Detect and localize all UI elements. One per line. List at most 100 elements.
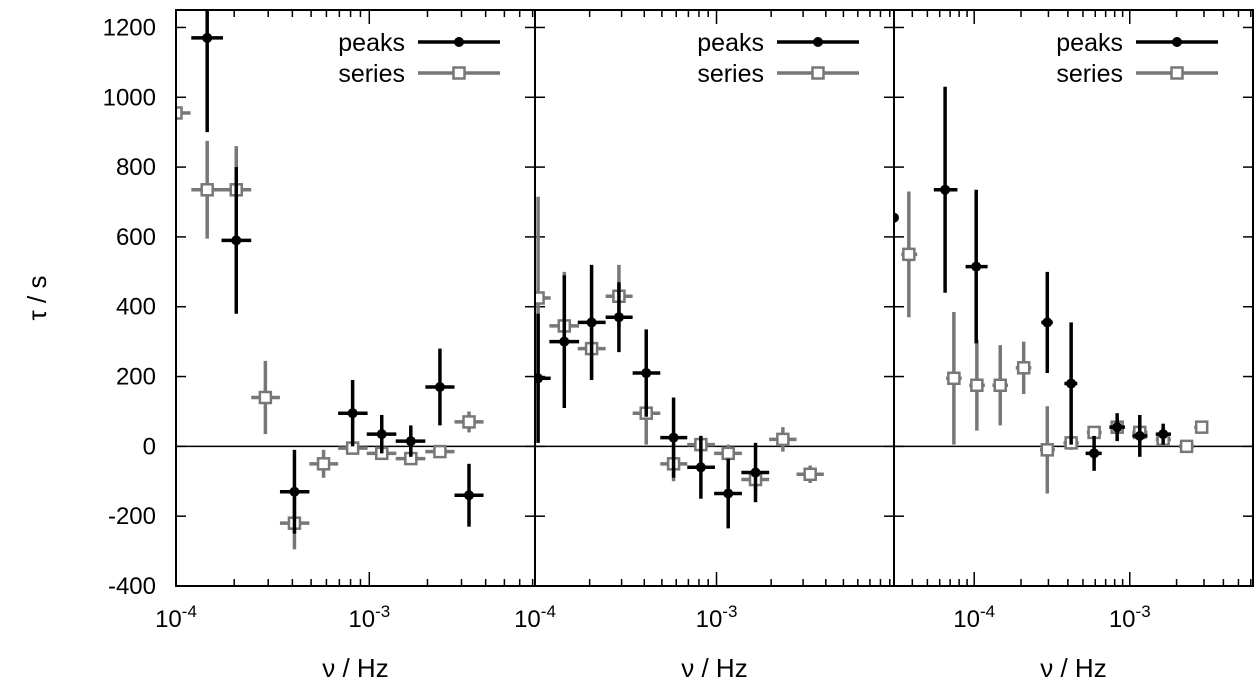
legend: peaks series xyxy=(697,29,859,88)
peaks-point xyxy=(1064,322,1078,445)
panel-1: 10-4 10-3 ν / Hz peaks series xyxy=(155,9,536,683)
series-point xyxy=(946,311,962,445)
panel-3: 10-4 10-3ν / Hz peaks series xyxy=(893,9,1254,683)
peaks-point xyxy=(687,435,715,499)
peaks-point xyxy=(191,10,223,133)
peak-marker xyxy=(559,336,570,347)
series-series xyxy=(176,106,484,550)
series-point xyxy=(969,339,985,431)
peak-marker xyxy=(289,486,300,497)
legend-label-peaks: peaks xyxy=(697,29,764,57)
x-axis-label: ν / Hz xyxy=(1040,653,1106,683)
peak-marker xyxy=(940,184,951,195)
series-marker xyxy=(535,291,545,305)
peaks-point xyxy=(1085,435,1102,471)
data-layer xyxy=(176,10,484,550)
peaks-point xyxy=(279,449,310,534)
peak-marker xyxy=(464,490,475,501)
series-peaks xyxy=(535,264,770,529)
y-tick-label: 0 xyxy=(143,433,156,460)
series-point xyxy=(425,444,455,459)
x-tick-label: 10-4 xyxy=(155,602,197,633)
peak-marker xyxy=(376,429,387,440)
peaks-point xyxy=(535,313,551,443)
series-marker xyxy=(776,432,790,447)
series-point xyxy=(1178,439,1195,454)
series-point xyxy=(901,191,918,318)
series-peaks xyxy=(191,10,484,534)
peak-marker xyxy=(1089,448,1100,459)
peak-marker xyxy=(1158,429,1169,440)
peaks-point xyxy=(714,458,742,529)
legend-label-peaks: peaks xyxy=(338,29,405,57)
series-point xyxy=(191,140,223,239)
y-tick-label: -200 xyxy=(108,503,156,530)
y-tick-label: 600 xyxy=(116,224,156,251)
y-axis-label: τ / s xyxy=(22,276,52,321)
peak-marker xyxy=(405,436,416,447)
peaks-point xyxy=(338,380,368,447)
peak-marker xyxy=(1134,430,1145,441)
peaks-point xyxy=(605,282,633,353)
x-tick-label: 10-3 xyxy=(348,602,390,633)
legend-marker xyxy=(452,66,466,80)
series-series xyxy=(901,191,1209,494)
x-tick-label: 10-4 xyxy=(953,602,995,633)
series-marker xyxy=(316,457,331,471)
x-tick-label: 10-4 xyxy=(514,602,556,633)
y-tick-label: 1000 xyxy=(103,84,156,111)
legend-marker xyxy=(454,37,464,47)
series-marker xyxy=(970,378,984,393)
peak-marker xyxy=(202,32,213,43)
series-point xyxy=(1194,420,1209,434)
legend-label-series: series xyxy=(338,60,405,88)
legend-label-series: series xyxy=(697,60,764,88)
peak-marker xyxy=(723,488,734,499)
series-marker xyxy=(803,467,817,482)
y-tick-label: 800 xyxy=(116,154,156,181)
peak-marker xyxy=(641,368,652,379)
x-axis-label: ν / Hz xyxy=(681,653,747,683)
peaks-point xyxy=(660,397,688,478)
peak-marker xyxy=(586,317,597,328)
peaks-point xyxy=(425,348,455,426)
peaks-point xyxy=(632,329,661,417)
peak-marker xyxy=(894,212,899,223)
legend-marker xyxy=(813,37,823,47)
legend-marker xyxy=(1170,66,1184,80)
peaks-point xyxy=(741,442,770,503)
series-marker xyxy=(462,415,476,429)
y-tick-label: 1200 xyxy=(103,14,156,41)
series-marker xyxy=(1179,439,1194,454)
legend-label-peaks: peaks xyxy=(1056,29,1123,57)
peak-marker xyxy=(695,462,706,473)
plot-frame xyxy=(534,9,895,587)
peak-marker xyxy=(1066,378,1077,389)
x-axis-label: ν / Hz xyxy=(322,653,388,683)
peaks-point xyxy=(965,189,988,344)
panel-2: 10-4 10-3 ν / Hz peaks series xyxy=(514,9,895,683)
legend: peaks series xyxy=(1056,29,1218,88)
peak-marker xyxy=(347,408,358,419)
peak-marker xyxy=(231,235,242,246)
peaks-point xyxy=(1041,271,1053,374)
plot-frame xyxy=(175,9,536,587)
data-layer xyxy=(535,196,824,529)
legend-label-series: series xyxy=(1056,60,1123,88)
series-marker xyxy=(1016,361,1031,375)
peaks-point xyxy=(577,264,606,381)
series-marker xyxy=(1194,420,1209,434)
series-marker xyxy=(433,444,447,459)
data-layer xyxy=(894,86,1209,494)
peak-marker xyxy=(1112,422,1123,433)
y-tick-label: -400 xyxy=(108,573,156,600)
series-point xyxy=(796,465,824,484)
peaks-point xyxy=(454,463,484,527)
series-peaks xyxy=(894,86,1171,471)
series-point xyxy=(309,449,339,478)
peak-marker xyxy=(668,432,679,443)
series-point xyxy=(176,106,191,120)
legend: peaks series xyxy=(338,29,500,88)
series-point xyxy=(1040,406,1055,494)
